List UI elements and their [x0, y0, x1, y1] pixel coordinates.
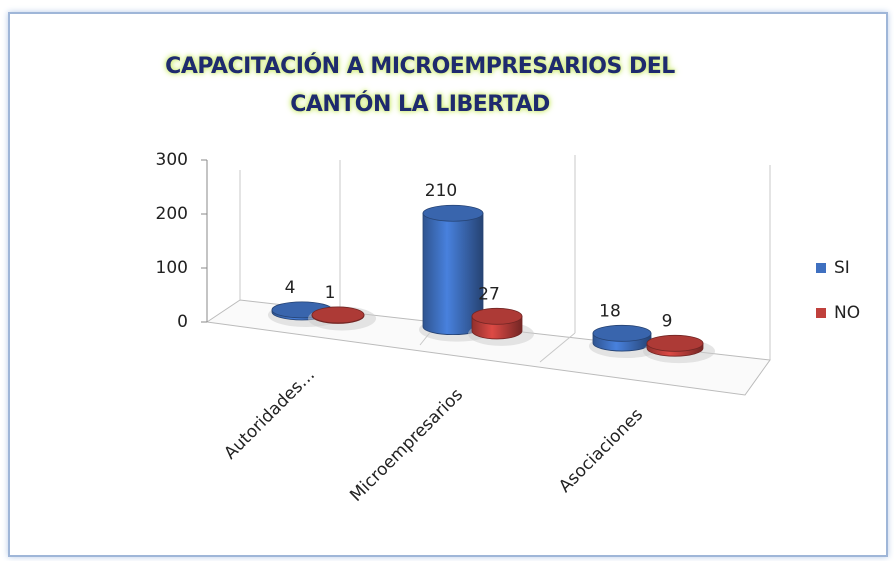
data-label: 18 — [599, 301, 621, 321]
y-tick-label: 0 — [177, 312, 188, 332]
legend-label: SI — [834, 258, 850, 278]
data-label: 27 — [478, 284, 500, 304]
legend-label: NO — [834, 303, 860, 323]
bar-top — [592, 324, 652, 342]
legend-swatch — [816, 308, 826, 318]
chart-frame — [8, 12, 888, 557]
bar-top — [646, 334, 704, 352]
data-label: 9 — [662, 311, 673, 331]
x-tick-label: Microempresarios — [346, 385, 467, 506]
y-tick-label: 200 — [156, 204, 188, 224]
x-tick-label: Asociaciones — [555, 405, 647, 497]
bar-top — [311, 306, 365, 324]
chart-title: CAPACITACIÓN A MICROEMPRESARIOS DEL CANT… — [165, 54, 675, 117]
y-tick-label: 300 — [156, 150, 188, 170]
x-tick-label: Autoridades… — [220, 365, 319, 464]
data-label: 1 — [325, 283, 336, 303]
legend-swatch — [816, 263, 826, 273]
floor-line — [539, 332, 576, 363]
y-tick-label: 100 — [156, 258, 188, 278]
data-label: 210 — [425, 181, 457, 201]
bar-top — [422, 204, 484, 222]
data-label: 4 — [285, 278, 296, 298]
bar-top — [471, 307, 523, 325]
